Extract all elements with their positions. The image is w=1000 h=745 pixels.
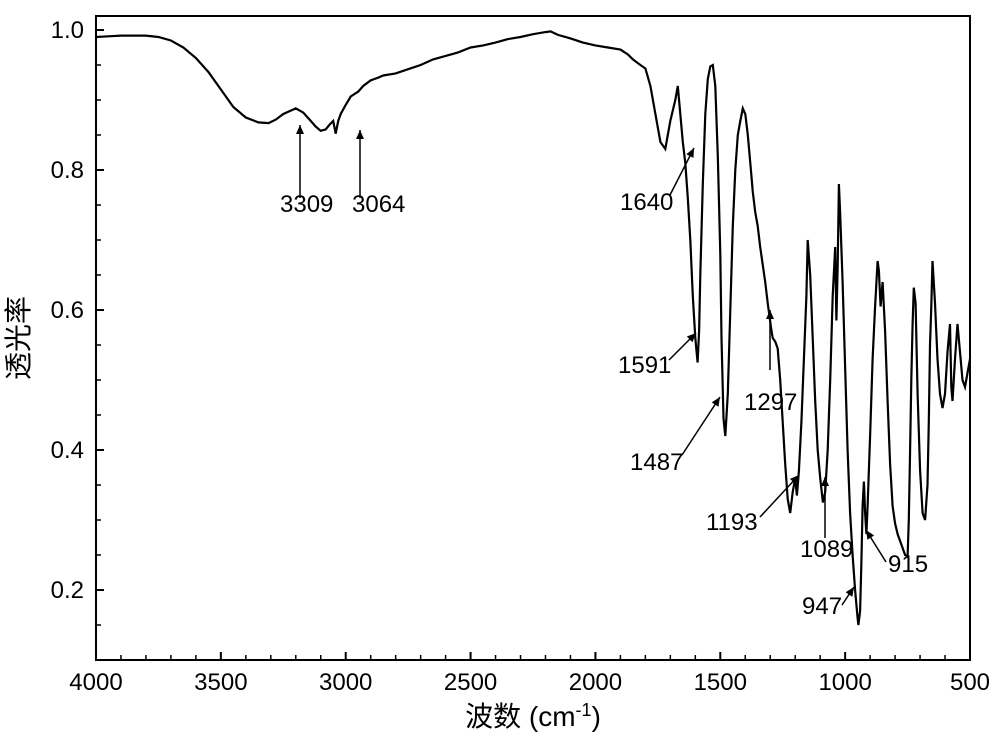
svg-text:3309: 3309 [280,191,333,218]
ir-spectrum-chart: 4000 3500 3000 2500 2000 1500 1000 500 0.2 0.4 0.6… [0,0,1000,745]
svg-text:0.4: 0.4 [51,437,84,464]
svg-text:1089: 1089 [800,536,853,563]
svg-text:1.0: 1.0 [51,17,84,44]
svg-text:1487: 1487 [630,449,683,476]
svg-text:1193: 1193 [706,509,758,536]
svg-text:1640: 1640 [620,189,673,216]
svg-text:500: 500 [950,669,990,696]
svg-text:1500: 1500 [694,669,747,696]
svg-text:3064: 3064 [352,191,405,218]
svg-text:1000: 1000 [818,669,871,696]
svg-text:947: 947 [802,593,842,620]
svg-text:2500: 2500 [444,669,497,696]
svg-text:3000: 3000 [319,669,372,696]
svg-text:3500: 3500 [194,669,247,696]
svg-text:1297: 1297 [744,389,797,416]
svg-text:透光率: 透光率 [3,296,34,380]
svg-text:0.8: 0.8 [51,157,84,184]
svg-text:915: 915 [888,551,928,578]
svg-text:波数 (cm-1): 波数 (cm-1) [465,700,601,732]
svg-text:0.6: 0.6 [51,297,84,324]
svg-text:0.2: 0.2 [51,577,84,604]
svg-text:1591: 1591 [618,352,671,379]
svg-text:4000: 4000 [69,669,122,696]
svg-text:2000: 2000 [569,669,622,696]
